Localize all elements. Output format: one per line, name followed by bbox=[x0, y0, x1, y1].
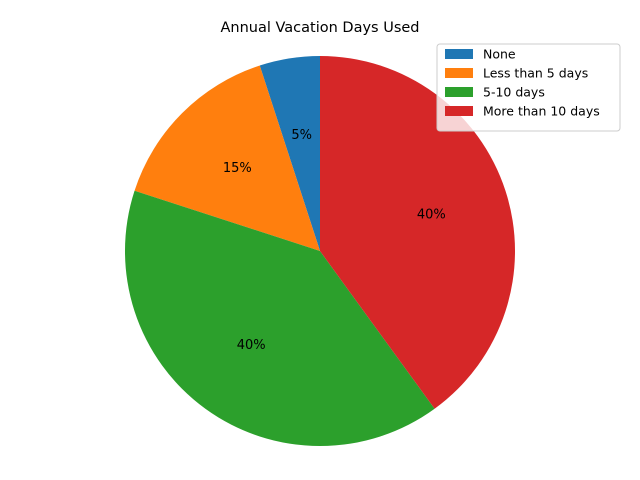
legend: None Less than 5 days 5-10 days More than 1… bbox=[436, 43, 621, 132]
legend-frame bbox=[436, 43, 621, 132]
legend-label-5-10-days: 5-10 days bbox=[483, 85, 545, 100]
legend-label-less-than-5-days: Less than 5 days bbox=[483, 66, 588, 81]
pie-percent-labels: 5% 15% 40% 40% bbox=[223, 128, 446, 353]
legend-label-more-than-10-days: More than 10 days bbox=[483, 104, 600, 119]
legend-swatch-none bbox=[445, 49, 473, 59]
pie-slice-less-than-5-days bbox=[134, 65, 320, 251]
chart-title: Annual Vacation Days Used bbox=[220, 20, 419, 36]
legend-swatch-more-than-10-days bbox=[445, 106, 473, 116]
pie-label-more-than-10-days: 40% bbox=[417, 207, 446, 222]
legend-swatch-5-10-days bbox=[445, 87, 473, 97]
pie-slice-5-10-days bbox=[124, 190, 435, 447]
pie-slice-none bbox=[259, 56, 320, 251]
pie-slices bbox=[124, 56, 516, 447]
pie-slice-more-than-10-days bbox=[320, 56, 516, 409]
legend-label-none: None bbox=[483, 47, 516, 62]
pie-label-less-than-5-days: 15% bbox=[223, 161, 252, 176]
pie-label-none: 5% bbox=[291, 128, 312, 143]
legend-swatch-less-than-5-days bbox=[445, 68, 473, 78]
pie-label-5-10-days: 40% bbox=[237, 338, 266, 353]
